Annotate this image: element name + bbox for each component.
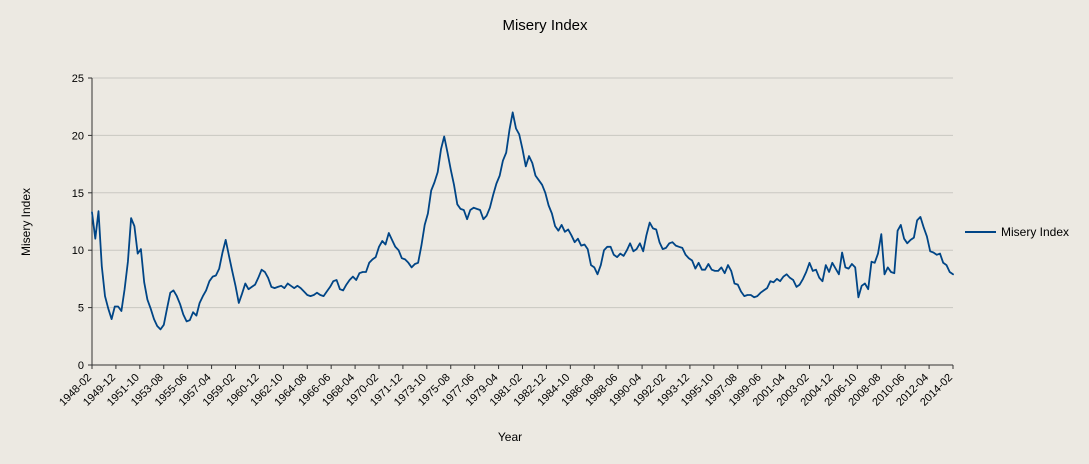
legend-label: Misery Index [1001, 225, 1069, 239]
chart-title: Misery Index [502, 17, 588, 34]
x-axis-title: Year [498, 430, 522, 444]
y-tick-label: 0 [78, 360, 84, 372]
y-axis-title: Misery Index [19, 188, 33, 256]
y-axis-ticks: 0 5 10 15 20 25 [72, 73, 92, 372]
legend: Misery Index [965, 225, 1069, 239]
axes [91, 78, 953, 366]
misery-index-line [91, 111, 954, 331]
x-axis-ticks: 1948-021949-121951-101953-081955-061957-… [57, 365, 955, 409]
gridlines [92, 77, 953, 309]
y-tick-label: 20 [72, 130, 84, 142]
y-tick-label: 5 [78, 303, 84, 315]
y-tick-label: 25 [72, 73, 84, 85]
y-tick-label: 10 [72, 245, 84, 257]
data-series-line [91, 111, 954, 331]
y-tick-label: 15 [72, 188, 84, 200]
